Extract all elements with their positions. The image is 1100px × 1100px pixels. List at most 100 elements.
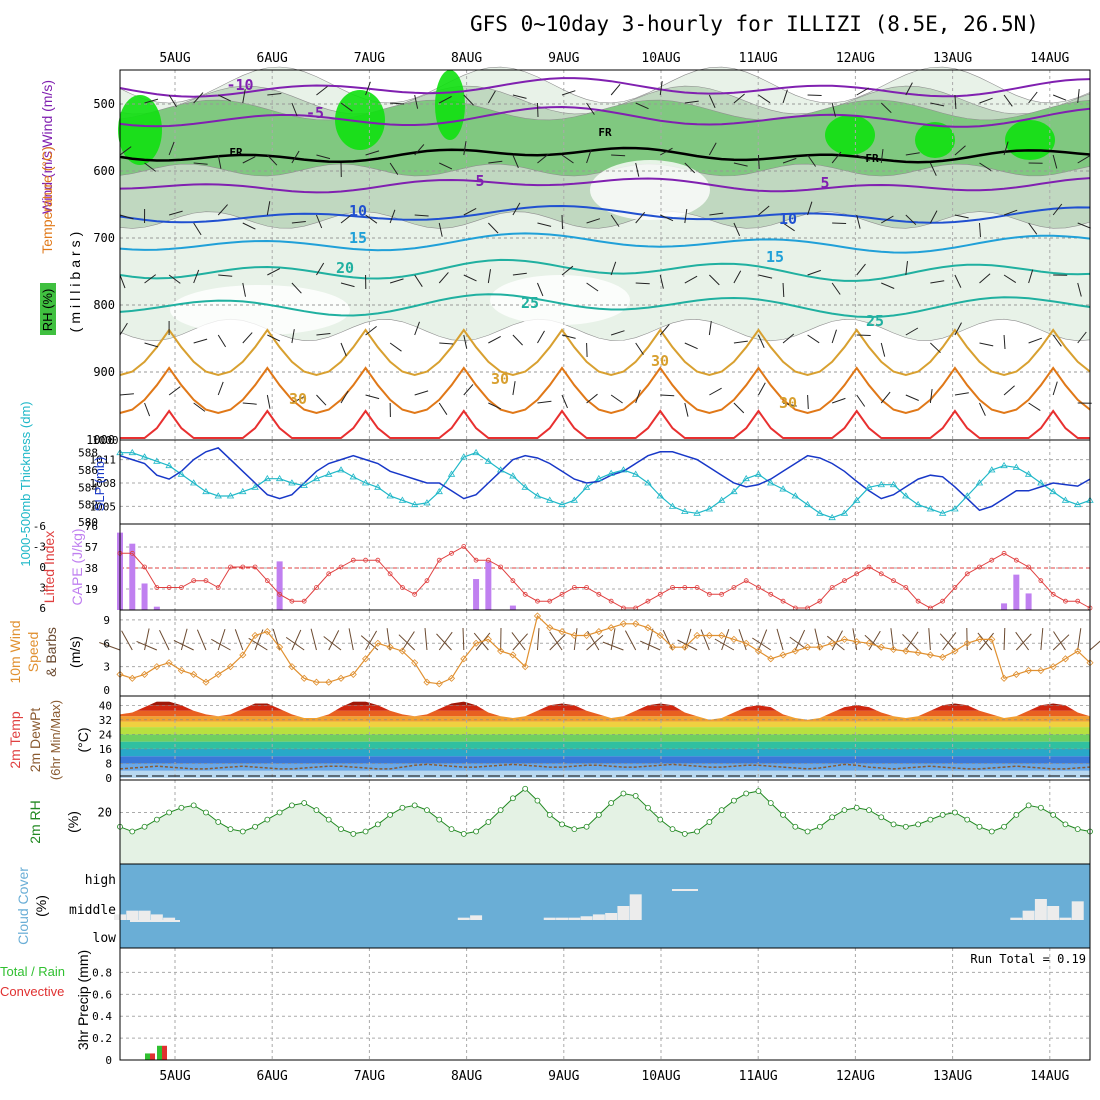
wind-barb: [610, 261, 617, 276]
cloud-middle-bar: [1071, 901, 1084, 920]
lifted-index-point: [1050, 591, 1056, 597]
ylabel-cape: CAPE (J/kg): [69, 528, 85, 605]
thickness-point: [361, 479, 370, 486]
wind-barb: [807, 394, 809, 410]
wind-barb: [561, 334, 576, 339]
wind-barb: [414, 390, 429, 396]
lifted-index-point: [363, 557, 368, 563]
rh-point: [620, 790, 627, 797]
lifted-index-point: [485, 557, 491, 563]
thickness-point: [668, 502, 677, 509]
wind-barb: [487, 269, 491, 284]
wind-bg: [120, 610, 1090, 696]
rh-point: [190, 802, 197, 809]
ylabel-wind-text: Wind (m/s): [39, 80, 55, 148]
rh-point: [301, 800, 308, 806]
wind10-barb: [647, 628, 654, 651]
lifted-tick: 3: [39, 582, 46, 595]
wind-barb: [218, 94, 232, 102]
cloud-middle-bar: [556, 917, 569, 920]
rh-point: [878, 814, 885, 821]
precip-tick: 0.2: [92, 1032, 112, 1045]
wind-barb: [217, 334, 227, 348]
lifted-index-point: [940, 598, 946, 604]
wind10-point: [939, 653, 947, 661]
wind10-barb: [1089, 640, 1100, 651]
isotherm-label: -10: [226, 76, 253, 94]
thickness-point: [496, 466, 505, 473]
pressure-tick: 1000: [86, 433, 115, 447]
rh-point: [866, 807, 872, 814]
thickness-point: [472, 448, 480, 456]
ylabel-rh2m: 2m RH: [27, 800, 43, 844]
wind10-barb: [602, 641, 624, 651]
wind-barb: [414, 214, 429, 217]
isotherm-20: [119, 258, 1091, 282]
wind10-point: [816, 643, 824, 651]
lifted-index-point: [854, 571, 860, 577]
thickness-point: [165, 461, 173, 469]
temp-tick: 16: [99, 743, 112, 756]
wind10-point: [300, 674, 308, 682]
thickness-tick: 586: [78, 464, 98, 477]
rh-point: [595, 811, 602, 818]
wind-barb: [512, 202, 521, 216]
wind10-barb: [1015, 631, 1030, 651]
rh-point: [927, 816, 934, 823]
wind-barb: [561, 265, 574, 276]
wind-barb: [1052, 381, 1058, 396]
lifted-index-point: [780, 598, 786, 604]
wind10-point: [288, 663, 296, 671]
thickness-point: [767, 479, 775, 486]
upper-air-panel: 500 600 700 800 900 1000 -10 -5 FR FR FR 5 5 10 10 15 15…: [86, 66, 1092, 447]
wind10-barb: [462, 627, 465, 651]
wind-barb: [488, 160, 503, 164]
wind-barb: [635, 102, 649, 110]
rh-point: [792, 823, 799, 830]
lifted-tick: -6: [33, 520, 46, 533]
wind-barb: [635, 162, 640, 177]
wind-barb: [242, 222, 256, 230]
wind10-point: [975, 635, 984, 643]
rh-point: [460, 830, 467, 837]
wind-barb: [660, 147, 673, 156]
cloud-middle-bar: [617, 906, 630, 920]
rh-point: [939, 811, 946, 818]
wind-barb: [316, 394, 327, 406]
wind-barb: [1028, 222, 1038, 235]
wind10-barb: [852, 628, 858, 651]
thickness-point: [570, 496, 579, 503]
temp-stripe: [120, 763, 1090, 771]
thickness-point: [816, 509, 824, 516]
date-label-bottom: 14AUG: [1030, 1069, 1069, 1084]
thickness-point: [828, 513, 836, 521]
wind-barb: [561, 90, 576, 96]
cape-bar: [509, 605, 516, 610]
rh-point: [755, 788, 762, 795]
thickness-point: [595, 474, 603, 482]
wind-barb: [242, 332, 253, 344]
isotherm-minus10: [119, 77, 1091, 98]
date-label-top: 14AUG: [1030, 51, 1069, 66]
cloud-middle-bar: [543, 917, 556, 920]
date-label-bottom: 8AUG: [451, 1069, 482, 1084]
cloud-middle-bar: [150, 914, 163, 920]
date-label-top: 7AUG: [354, 51, 385, 66]
wind10-barb: [831, 630, 843, 651]
rh-high-blob: [435, 70, 465, 140]
wind10-barb: [624, 630, 637, 651]
rh-point: [841, 807, 848, 814]
wind-barb: [905, 152, 920, 156]
thickness-point: [325, 470, 333, 477]
wind-barb: [144, 162, 157, 172]
wind-barb: [119, 146, 132, 156]
wind10-point: [902, 647, 910, 655]
precip-tick: 0: [105, 1054, 112, 1067]
thickness-point: [275, 474, 284, 482]
thickness-tick: 580: [78, 516, 98, 529]
wind-barb: [979, 97, 993, 104]
wind-barb: [414, 94, 419, 109]
lifted-index-point: [817, 598, 823, 604]
isotherm-label: 10: [779, 210, 797, 228]
